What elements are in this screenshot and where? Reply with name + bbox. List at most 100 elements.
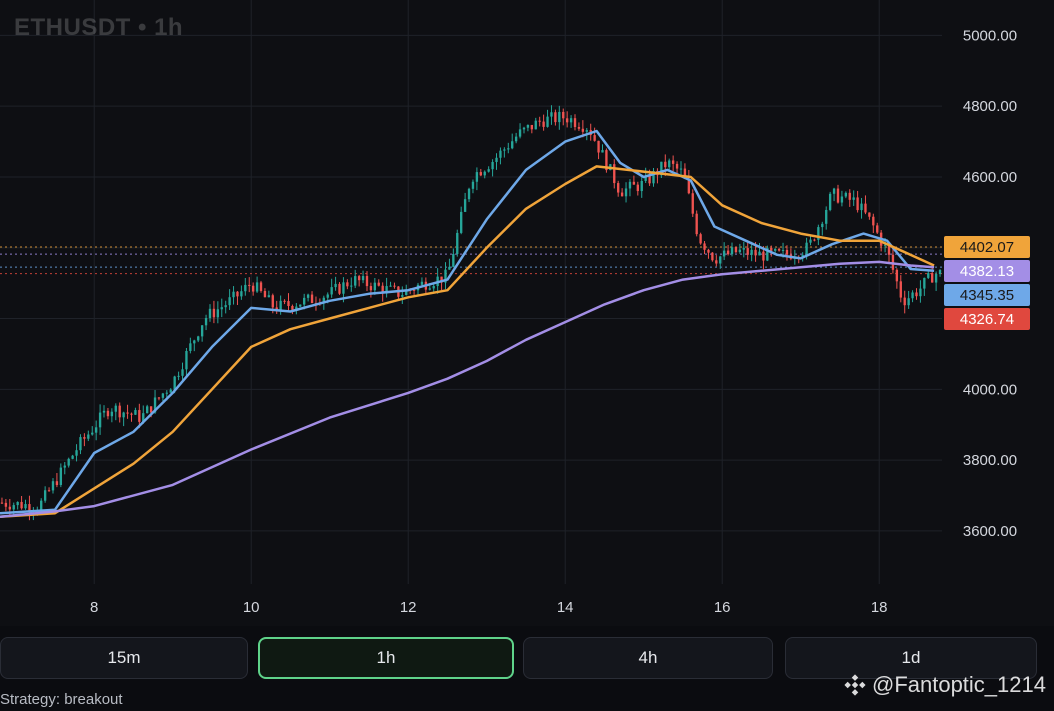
candle-body xyxy=(636,184,639,192)
candle-body xyxy=(448,266,451,270)
price-tag-label: 4326.74 xyxy=(960,311,1014,328)
watermark: @Fantoptic_1214 xyxy=(844,672,1046,698)
candle-body xyxy=(71,455,74,459)
candle-body xyxy=(872,216,875,226)
candle-body xyxy=(507,148,510,150)
candle-body xyxy=(601,150,604,153)
timeframe-1h-button[interactable]: 1h xyxy=(258,637,514,679)
candle-body xyxy=(538,120,541,122)
candle-body xyxy=(236,291,239,297)
candle-body xyxy=(821,223,824,228)
ema_fast-line xyxy=(0,129,935,515)
candle-body xyxy=(562,111,565,119)
candle-body xyxy=(514,136,518,142)
candle-body xyxy=(722,250,726,257)
candle-body xyxy=(212,308,216,318)
symbol-label: ETHUSDT • 1h xyxy=(14,14,184,41)
candle-body xyxy=(244,284,247,292)
candle-body xyxy=(189,343,192,352)
candle-body xyxy=(142,413,145,422)
candle-body xyxy=(613,164,616,184)
candle-body xyxy=(326,294,329,298)
candle-body xyxy=(110,411,114,417)
candle-body xyxy=(55,481,59,486)
price-tag-label: 4382.13 xyxy=(960,263,1014,280)
candle-body xyxy=(8,506,11,510)
candle-body xyxy=(711,252,714,261)
candle-body xyxy=(471,181,475,189)
candle-body xyxy=(770,247,773,251)
candle-body xyxy=(856,197,859,211)
timeframe-15m-button[interactable]: 15m xyxy=(0,637,248,679)
candle-body xyxy=(0,502,4,504)
candle-body xyxy=(668,160,671,168)
candle-body xyxy=(687,178,691,194)
candle-body xyxy=(938,269,942,275)
candle-body xyxy=(303,297,306,305)
candle-body xyxy=(208,308,212,319)
candle-body xyxy=(542,121,545,127)
candle-body xyxy=(224,305,227,308)
candle-body xyxy=(157,397,161,399)
candle-body xyxy=(267,295,271,298)
candle-body xyxy=(420,281,424,285)
candle-body xyxy=(734,247,738,253)
candle-body xyxy=(401,295,404,297)
candle-body xyxy=(558,111,561,123)
timeframe-1d-button[interactable]: 1d xyxy=(785,637,1037,679)
candle-body xyxy=(310,294,314,303)
candle-body xyxy=(726,250,730,255)
candle-body xyxy=(617,183,620,193)
candle-body xyxy=(597,140,600,153)
candle-body xyxy=(263,290,267,298)
candle-body xyxy=(153,397,157,413)
candle-body xyxy=(342,282,345,294)
candle-body xyxy=(350,285,353,287)
candle-body xyxy=(483,171,486,176)
candle-body xyxy=(165,392,168,394)
watermark-text: @Fantoptic_1214 xyxy=(871,672,1046,697)
candle-body xyxy=(825,209,828,224)
timeframe-4h-button[interactable]: 4h xyxy=(523,637,773,679)
candle-body xyxy=(381,285,384,294)
candle-body xyxy=(444,269,447,283)
chart-background xyxy=(0,0,1054,626)
candle-body xyxy=(742,248,745,250)
candle-body xyxy=(852,197,855,200)
candle-body xyxy=(169,389,172,393)
candle-body xyxy=(122,412,125,418)
candle-body xyxy=(181,369,184,376)
candle-body xyxy=(94,427,98,433)
price-tag-label: 4402.07 xyxy=(960,239,1014,256)
candle-body xyxy=(750,249,753,255)
candle-body xyxy=(357,276,361,281)
candle-body xyxy=(456,232,459,254)
candle-body xyxy=(699,234,702,244)
candle-body xyxy=(675,163,679,169)
candle-body xyxy=(511,141,514,149)
candle-body xyxy=(805,242,808,255)
candle-body xyxy=(766,247,769,261)
x-tick-label: 18 xyxy=(871,599,888,616)
candle-body xyxy=(279,300,282,312)
candle-body xyxy=(130,413,133,415)
candle-body xyxy=(365,276,369,287)
chart-panel[interactable]: 5000.004800.004600.004400.004200.004000.… xyxy=(0,0,1054,626)
candle-body xyxy=(440,276,443,283)
y-tick-label: 5000.00 xyxy=(963,27,1017,44)
candle-body xyxy=(593,135,596,141)
candle-body xyxy=(644,175,647,181)
y-tick-label: 4600.00 xyxy=(963,169,1017,186)
candle-body xyxy=(781,249,785,251)
candle-body xyxy=(817,227,820,240)
candle-body xyxy=(758,251,761,256)
candle-body xyxy=(452,253,455,267)
price-chart[interactable]: 5000.004800.004600.004400.004200.004000.… xyxy=(0,0,1054,626)
strategy-label: Strategy: breakout xyxy=(0,691,123,708)
candle-body xyxy=(828,193,832,210)
x-tick-label: 8 xyxy=(90,599,98,616)
candle-body xyxy=(373,282,377,291)
candle-body xyxy=(887,244,891,255)
candle-body xyxy=(51,481,55,491)
candle-body xyxy=(248,284,251,286)
